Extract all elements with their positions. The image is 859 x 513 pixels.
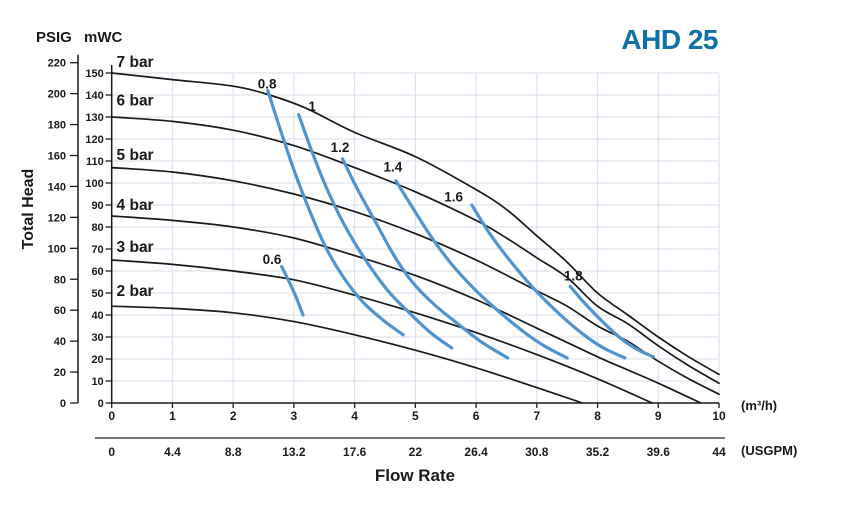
pressure-curve-7bar bbox=[110, 72, 720, 376]
m3h-tick-label: 6 bbox=[473, 409, 480, 423]
pressure-curves bbox=[110, 72, 720, 404]
psig-tick-label: 200 bbox=[48, 89, 66, 101]
usgpm-tick-label: 35.2 bbox=[586, 445, 610, 459]
mwc-tick-label: 10 bbox=[91, 376, 103, 388]
ratio-curve-label: 1.4 bbox=[383, 160, 402, 175]
x-axis-unit-usgpm: (USGPM) bbox=[741, 443, 798, 458]
pressure-curve-4bar bbox=[110, 215, 702, 404]
ratio-curve-1.6 bbox=[470, 203, 627, 360]
ratio-curve-0.8 bbox=[266, 89, 405, 337]
mwc-tick-label: 150 bbox=[85, 68, 103, 80]
x-axis-unit-m3h: (m³/h) bbox=[741, 398, 778, 413]
page-title: AHD 25 bbox=[621, 24, 718, 55]
usgpm-tick-label: 22 bbox=[409, 445, 423, 459]
y-axis-unit-mwc: mWC bbox=[84, 29, 123, 46]
m3h-tick-label: 4 bbox=[351, 409, 358, 423]
ratio-curve-1 bbox=[297, 113, 454, 350]
pressure-curve-6bar bbox=[110, 116, 720, 385]
mwc-tick-label: 30 bbox=[91, 332, 103, 344]
psig-tick-label: 0 bbox=[60, 398, 66, 410]
ratio-curves bbox=[266, 89, 655, 360]
psig-tick-label: 220 bbox=[48, 58, 66, 70]
ratio-curve-1.2 bbox=[340, 157, 510, 360]
grid bbox=[111, 72, 720, 403]
pressure-curve-5bar bbox=[110, 166, 720, 396]
psig-tick-label: 140 bbox=[48, 181, 66, 193]
psig-tick-label: 120 bbox=[48, 212, 66, 224]
psig-tick-label: 180 bbox=[48, 120, 66, 132]
ratio-curve-label: 1 bbox=[308, 99, 316, 114]
mwc-tick-label: 100 bbox=[85, 178, 103, 190]
ratio-curve-label: 1.8 bbox=[564, 269, 583, 284]
pressure-curve-label: 7 bar bbox=[117, 54, 154, 71]
pressure-curve-label: 2 bar bbox=[117, 283, 154, 300]
psig-tick-label: 80 bbox=[54, 274, 66, 286]
pressure-curve-label: 4 bar bbox=[117, 197, 154, 214]
pressure-curve-3bar bbox=[110, 259, 654, 404]
psig-tick-label: 40 bbox=[54, 336, 66, 348]
psig-axis bbox=[70, 54, 79, 404]
mwc-tick-label: 50 bbox=[91, 288, 103, 300]
mwc-axis bbox=[105, 65, 113, 404]
usgpm-tick-label: 0 bbox=[108, 445, 115, 459]
pressure-curve-label: 5 bar bbox=[117, 147, 154, 164]
psig-tick-label: 160 bbox=[48, 151, 66, 163]
m3h-tick-label: 10 bbox=[712, 409, 726, 423]
mwc-tick-label: 60 bbox=[91, 266, 103, 278]
ratio-curve-1.4 bbox=[394, 179, 569, 360]
usgpm-tick-label: 17.6 bbox=[343, 445, 367, 459]
ratio-curve-0.6 bbox=[280, 265, 305, 317]
usgpm-tick-label: 4.4 bbox=[164, 445, 181, 459]
psig-tick-label: 100 bbox=[48, 243, 66, 255]
m3h-tick-label: 9 bbox=[655, 409, 662, 423]
ratio-curve-label: 1.2 bbox=[331, 140, 350, 155]
usgpm-tick-label: 26.4 bbox=[464, 445, 488, 459]
x-axis-title: Flow Rate bbox=[374, 466, 456, 485]
psig-tick-label: 20 bbox=[54, 367, 66, 379]
m3h-axis bbox=[111, 402, 720, 408]
usgpm-tick-label: 8.8 bbox=[225, 445, 242, 459]
y-axis-unit-psig: PSIG bbox=[36, 29, 72, 46]
usgpm-tick-label: 39.6 bbox=[647, 445, 671, 459]
ratio-curve-1.8 bbox=[568, 284, 655, 359]
usgpm-tick-label: 13.2 bbox=[282, 445, 306, 459]
mwc-tick-label: 70 bbox=[91, 244, 103, 256]
m3h-tick-label: 1 bbox=[169, 409, 176, 423]
psig-tick-label: 60 bbox=[54, 305, 66, 317]
mwc-tick-label: 40 bbox=[91, 310, 103, 322]
mwc-tick-label: 110 bbox=[86, 156, 104, 168]
pressure-curve-label: 6 bar bbox=[117, 93, 154, 110]
m3h-tick-label: 8 bbox=[594, 409, 601, 423]
mwc-tick-label: 140 bbox=[85, 90, 103, 102]
pressure-curve-label: 3 bar bbox=[117, 239, 154, 256]
mwc-tick-label: 120 bbox=[85, 134, 103, 146]
mwc-tick-label: 90 bbox=[91, 200, 103, 212]
m3h-tick-label: 3 bbox=[291, 409, 298, 423]
ratio-curve-label: 0.8 bbox=[258, 76, 277, 91]
m3h-tick-label: 2 bbox=[230, 409, 237, 423]
mwc-tick-label: 0 bbox=[98, 398, 104, 410]
mwc-tick-label: 80 bbox=[91, 222, 103, 234]
usgpm-tick-label: 30.8 bbox=[525, 445, 549, 459]
m3h-tick-label: 7 bbox=[533, 409, 540, 423]
mwc-tick-label: 130 bbox=[85, 112, 103, 124]
ratio-curve-label: 0.6 bbox=[263, 252, 282, 267]
m3h-tick-label: 5 bbox=[412, 409, 419, 423]
mwc-tick-label: 20 bbox=[91, 354, 103, 366]
usgpm-tick-label: 44 bbox=[712, 445, 726, 459]
pressure-curve-2bar bbox=[110, 305, 584, 404]
ratio-curve-label: 1.6 bbox=[444, 189, 463, 204]
m3h-tick-label: 0 bbox=[108, 409, 115, 423]
